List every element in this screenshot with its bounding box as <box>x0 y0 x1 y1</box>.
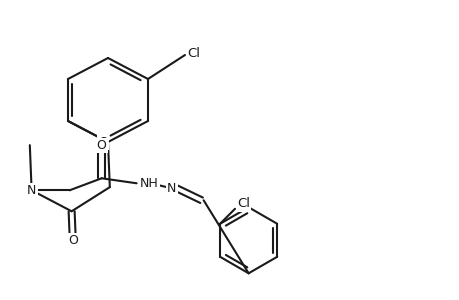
Text: NH: NH <box>140 177 158 190</box>
Text: O: O <box>68 234 78 247</box>
Text: N: N <box>27 184 36 197</box>
Text: Cl: Cl <box>236 197 250 210</box>
Text: N: N <box>167 182 176 195</box>
Text: O: O <box>96 139 106 152</box>
Text: Cl: Cl <box>187 46 200 59</box>
Text: O: O <box>98 136 108 148</box>
